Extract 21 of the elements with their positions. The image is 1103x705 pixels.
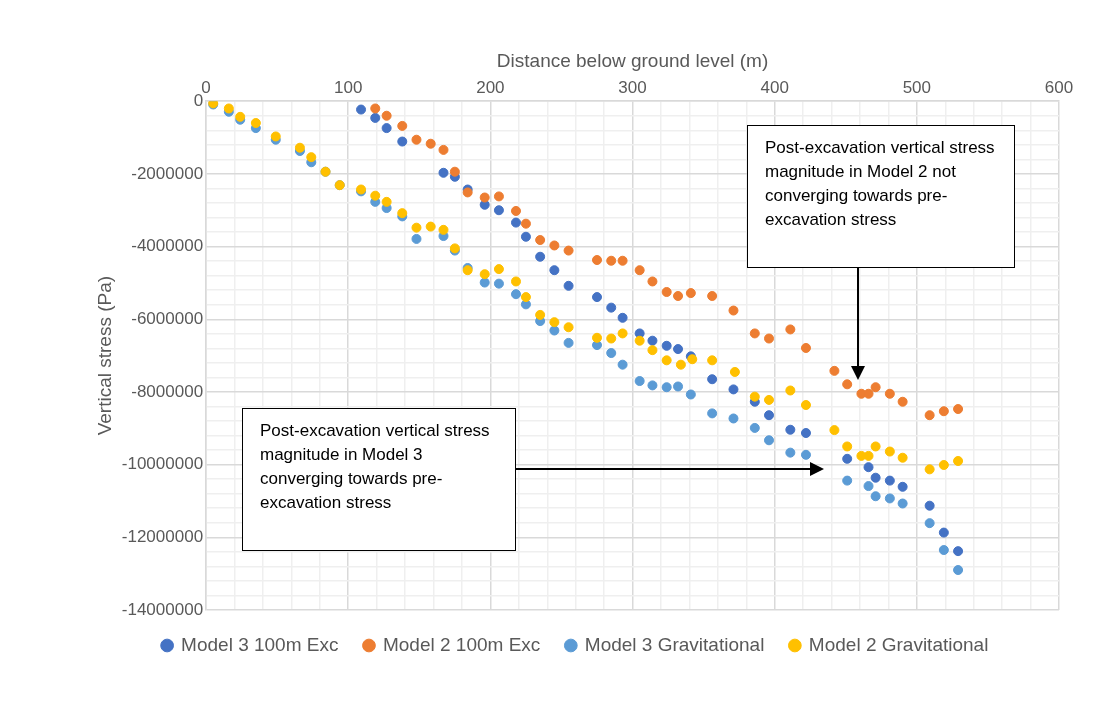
x-tick-label: 400 (760, 77, 789, 97)
y-tick-label: -2000000 (131, 163, 204, 183)
x-tick-label: 500 (902, 77, 932, 97)
x-tick-label: 200 (476, 77, 505, 97)
y-tick-label: -6000000 (131, 308, 204, 328)
y-tick-label: -14000000 (121, 599, 204, 619)
x-tick-label: 300 (618, 77, 647, 97)
x-axis-title: Distance below ground level (m) (496, 49, 769, 71)
legend-label: Model 3 Gravitational (584, 633, 765, 655)
y-axis-title: Vertical stress (Pa) (93, 275, 115, 436)
legend-label: Model 3 100m Exc (181, 633, 339, 655)
y-tick-label: -4000000 (131, 236, 204, 256)
text-callout: Post-excavation vertical stress magnitude in Model 2 not converging towards pre-excavation stress (747, 125, 1015, 268)
x-tick-label: 600 (1044, 77, 1074, 97)
x-tick-label: 100 (334, 77, 363, 97)
y-tick-label: -10000000 (121, 454, 204, 474)
y-tick-label: -8000000 (131, 381, 204, 401)
y-tick-label: -12000000 (121, 527, 204, 546)
text-callout: Post-excavation vertical stress magnitude in Model 3 converging towards pre-excavation stress (242, 408, 516, 551)
legend-label: Model 2 Gravitational (808, 633, 989, 655)
legend-label: Model 2 100m Exc (382, 633, 541, 655)
